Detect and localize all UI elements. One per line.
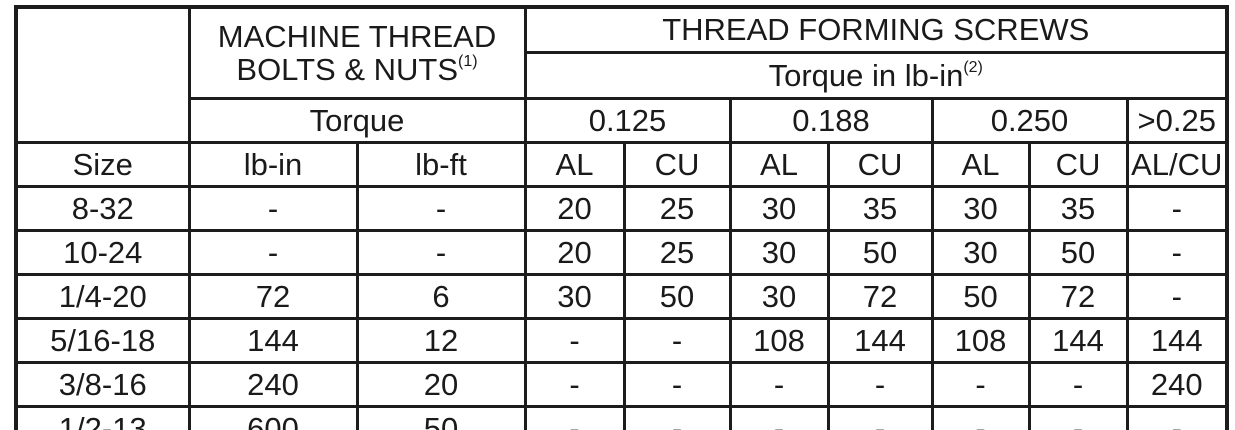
table-cell: 240	[1125, 361, 1229, 408]
table-cell: 35	[1027, 185, 1129, 232]
torque-lbin-label: Torque in lb-in	[768, 57, 964, 93]
table-cell: -	[930, 405, 1031, 430]
col-header-al-3: AL	[930, 141, 1031, 188]
table-cell: 20	[355, 361, 527, 408]
table-cell: 30	[930, 185, 1031, 232]
header-row-3: Torque 0.125 0.188 0.250 >0.25	[16, 97, 1229, 144]
table-cell: -	[1125, 405, 1229, 430]
thickness-0125: 0.125	[523, 97, 732, 144]
table-row-8-32: 8-32 - - 20 25 30 35 30 35 -	[14, 185, 1229, 232]
corner-empty-cell	[14, 5, 191, 144]
thickness-0250: 0.250	[930, 97, 1129, 144]
table-cell: 50	[930, 273, 1031, 320]
torque-spec-table: MACHINE THREAD BOLTS & NUTS(1) THREAD FO…	[14, 5, 1230, 430]
col-header-cu-3: CU	[1027, 141, 1129, 188]
table-cell: -	[930, 361, 1031, 408]
table-cell: 72	[187, 273, 359, 320]
table-cell: -	[1125, 273, 1229, 320]
table-cell: -	[826, 405, 934, 430]
table-cell: -	[826, 361, 934, 408]
table-cell: -	[728, 405, 830, 430]
col-header-alcu: AL/CU	[1125, 141, 1229, 188]
table-cell: -	[187, 229, 359, 276]
col-header-lbin: lb-in	[187, 141, 359, 188]
table-cell: 50	[355, 405, 527, 430]
table-cell: 240	[187, 361, 359, 408]
table-cell: 25	[622, 185, 732, 232]
table-cell: 72	[1027, 273, 1129, 320]
table-cell: -	[355, 185, 527, 232]
table-cell: 144	[187, 317, 359, 364]
thickness-gt025: >0.25	[1125, 97, 1229, 144]
table-cell: 35	[826, 185, 934, 232]
col-header-cu-1: CU	[622, 141, 732, 188]
table-cell: 30	[728, 185, 830, 232]
table-cell: 108	[930, 317, 1031, 364]
table-cell: 30	[930, 229, 1031, 276]
table-cell: 12	[355, 317, 527, 364]
table-row-3-8-16: 3/8-16 240 20 - - - - - - 240	[14, 361, 1229, 408]
column-header-row: Size lb-in lb-ft AL CU AL CU AL CU AL/CU	[14, 141, 1229, 188]
footnote-1: (1)	[458, 53, 478, 70]
table-cell: 6	[355, 273, 527, 320]
table-cell: -	[523, 317, 626, 364]
table-cell: 30	[523, 273, 626, 320]
col-header-lbft: lb-ft	[355, 141, 527, 188]
footnote-2: (2)	[963, 58, 983, 76]
table-cell: 20	[523, 229, 626, 276]
table-cell: -	[622, 405, 732, 430]
machine-thread-title-line1: MACHINE THREAD	[217, 18, 497, 54]
table-cell: -	[622, 361, 732, 408]
table-row-10-24: 10-24 - - 20 25 30 50 30 50 -	[14, 229, 1229, 276]
torque-lbin-subheader: Torque in lb-in(2)	[523, 51, 1229, 100]
table-row-1-4-20: 1/4-20 72 6 30 50 30 72 50 72 -	[14, 273, 1229, 320]
table-cell: 25	[622, 229, 732, 276]
torque-subheader: Torque	[187, 97, 527, 144]
col-header-al-1: AL	[523, 141, 626, 188]
table-cell: 1/4-20	[14, 273, 191, 320]
machine-thread-header: MACHINE THREAD BOLTS & NUTS(1)	[187, 5, 527, 100]
table-cell: -	[187, 185, 359, 232]
table-cell: -	[1027, 405, 1129, 430]
table-cell: 30	[728, 229, 830, 276]
table-cell: 10-24	[14, 229, 191, 276]
table-cell: 1/2-13	[14, 405, 191, 430]
col-header-al-2: AL	[728, 141, 830, 188]
table-cell: 600	[187, 405, 359, 430]
table-cell: 50	[622, 273, 732, 320]
table-row-5-16-18: 5/16-18 144 12 - - 108 144 108 144 144	[14, 317, 1229, 364]
thread-forming-header: THREAD FORMING SCREWS	[523, 5, 1229, 54]
table-cell: -	[523, 361, 626, 408]
table-cell: -	[728, 361, 830, 408]
table-cell: 144	[1027, 317, 1129, 364]
table-cell: -	[622, 317, 732, 364]
table-cell: 20	[523, 185, 626, 232]
table-cell: 50	[1027, 229, 1129, 276]
header-row-1: MACHINE THREAD BOLTS & NUTS(1) THREAD FO…	[14, 5, 1229, 144]
table-cell: 72	[826, 273, 934, 320]
header-row-2: Torque in lb-in(2)	[16, 51, 1229, 100]
table-row-1-2-13: 1/2-13 600 50 - - - - - - -	[14, 405, 1229, 430]
thickness-0188: 0.188	[728, 97, 934, 144]
table-cell: 108	[728, 317, 830, 364]
col-header-cu-2: CU	[826, 141, 934, 188]
col-header-size: Size	[14, 141, 191, 188]
table-cell: 5/16-18	[14, 317, 191, 364]
table-cell: 30	[728, 273, 830, 320]
table-cell: -	[355, 229, 527, 276]
table-cell: 50	[826, 229, 934, 276]
table-cell: -	[523, 405, 626, 430]
table-cell: -	[1027, 361, 1129, 408]
table-cell: -	[1125, 185, 1229, 232]
machine-thread-title-line2: BOLTS & NUTS	[236, 52, 459, 87]
table-cell: -	[1125, 229, 1229, 276]
table-cell: 144	[826, 317, 934, 364]
table-cell: 144	[1125, 317, 1229, 364]
table-cell: 3/8-16	[14, 361, 191, 408]
table-cell: 8-32	[14, 185, 191, 232]
